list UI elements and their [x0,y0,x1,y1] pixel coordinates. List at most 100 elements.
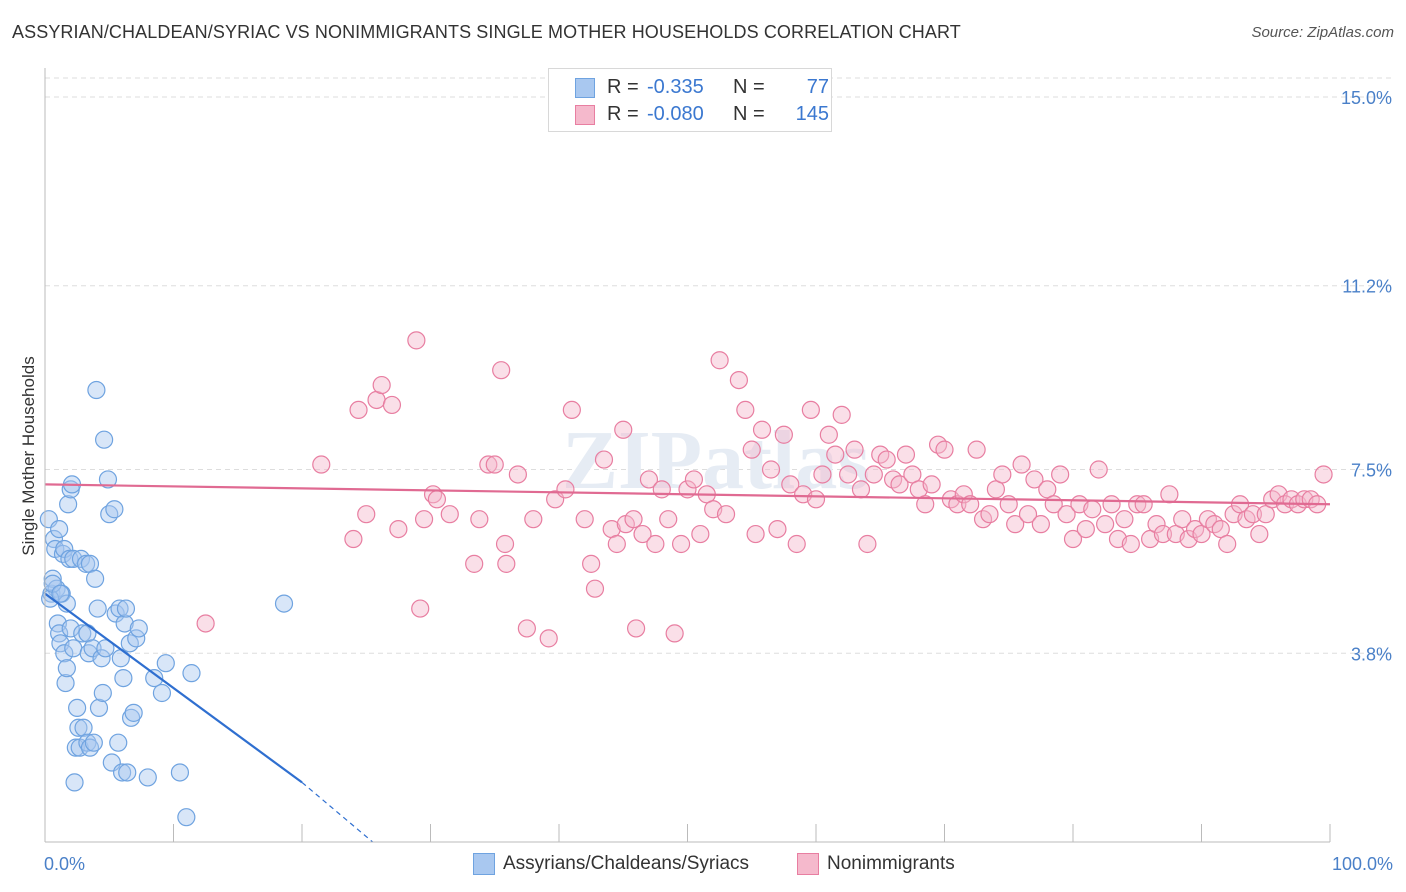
point-assyrians [182,664,201,683]
point-nonimmigrants [517,619,536,638]
point-nonimmigrants [1089,460,1108,479]
point-nonimmigrants [1314,465,1333,484]
point-assyrians [138,768,157,787]
point-nonimmigrants [665,624,684,643]
y-tick-label: 7.5% [1351,461,1392,481]
legend-swatch-pink [575,105,595,125]
point-nonimmigrants [382,395,402,415]
point-assyrians [86,569,105,588]
point-nonimmigrants [774,425,793,444]
point-nonimmigrants [1006,515,1025,534]
point-nonimmigrants [768,519,787,539]
point-nonimmigrants [624,510,643,529]
point-nonimmigrants [935,440,954,459]
point-assyrians [68,698,87,718]
point-nonimmigrants [961,495,980,514]
point-nonimmigrants [1083,500,1102,519]
point-nonimmigrants [614,420,633,439]
point-nonimmigrants [582,554,601,573]
point-nonimmigrants [389,519,408,539]
point-nonimmigrants [1115,510,1134,529]
point-nonimmigrants [524,510,543,529]
point-nonimmigrants [344,529,363,549]
point-nonimmigrants [556,480,575,499]
point-nonimmigrants [562,400,581,419]
point-nonimmigrants [1153,524,1173,544]
point-nonimmigrants [1160,485,1179,504]
point-nonimmigrants [372,375,391,395]
legend-n-label: N = [733,76,765,98]
point-assyrians [69,718,88,737]
legend-n-value: 145 [795,103,829,125]
point-nonimmigrants [752,420,772,439]
point-assyrians [121,708,141,727]
point-nonimmigrants [485,455,504,474]
point-assyrians [111,649,130,668]
point-nonimmigrants [691,524,710,544]
point-assyrians [73,624,92,643]
point-nonimmigrants [440,505,459,524]
point-nonimmigrants [736,400,755,419]
point-nonimmigrants [877,450,896,469]
point-assyrians [274,594,294,613]
point-nonimmigrants [684,470,704,489]
point-nonimmigrants [819,425,838,444]
point-nonimmigrants [671,534,691,554]
point-nonimmigrants [465,554,484,573]
point-assyrians [88,599,107,618]
point-nonimmigrants [716,505,736,524]
legend-swatch-blue [473,853,495,875]
point-assyrians [152,683,172,703]
point-assyrians [74,718,93,737]
y-tick-label: 15.0% [1341,88,1392,108]
point-nonimmigrants [813,465,832,484]
legend-swatch-blue [575,78,595,98]
point-assyrians [156,654,175,673]
point-assyrians [50,519,69,539]
point-nonimmigrants [729,371,749,390]
axes-layer [44,68,1331,843]
source-credit: Source: ZipAtlas.com [1251,24,1394,41]
point-nonimmigrants [539,629,558,648]
point-assyrians [116,599,136,618]
point-nonimmigrants [411,599,430,618]
legend-r-label: R = [607,103,639,125]
point-nonimmigrants [639,470,659,489]
point-nonimmigrants [742,440,761,459]
point-nonimmigrants [1057,505,1076,524]
point-assyrians [98,470,118,489]
point-nonimmigrants [1147,515,1166,534]
legend-r-label: R = [607,76,639,98]
legend-n-value: 77 [806,76,829,98]
point-nonimmigrants [916,495,935,514]
point-nonimmigrants [414,510,434,529]
point-nonimmigrants [787,534,806,554]
point-nonimmigrants [196,614,215,633]
point-nonimmigrants [864,465,883,484]
point-nonimmigrants [826,445,845,464]
y-axis-title: Single Mother Households [19,356,38,555]
point-nonimmigrants [652,480,671,499]
point-assyrians [124,703,143,722]
point-nonimmigrants [1134,495,1153,514]
point-nonimmigrants [832,405,851,424]
point-assyrians [170,763,190,782]
point-nonimmigrants [585,579,605,598]
point-nonimmigrants [427,490,447,509]
trend-line-assyrians [44,592,303,784]
point-nonimmigrants [761,460,781,479]
point-nonimmigrants [1128,495,1147,514]
legend-n-label: N = [733,103,765,125]
point-nonimmigrants [801,400,820,419]
point-assyrians [71,549,91,569]
point-nonimmigrants [1031,515,1050,534]
point-assyrians [66,738,85,757]
point-assyrians [118,763,137,782]
point-nonimmigrants [607,534,626,554]
y-tick-label: 11.2% [1342,277,1392,297]
point-nonimmigrants [633,524,652,544]
point-assyrians [61,619,80,638]
point-nonimmigrants [492,361,511,380]
point-assyrians [114,668,133,688]
